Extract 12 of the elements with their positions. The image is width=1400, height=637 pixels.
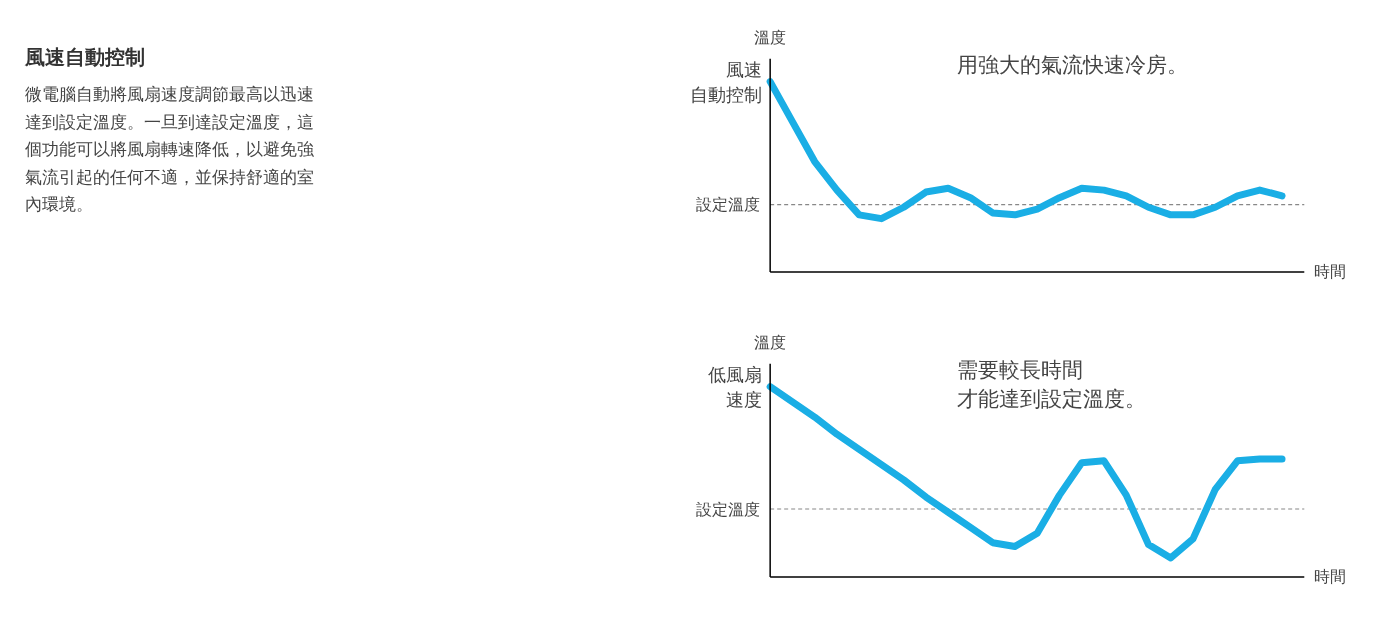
x-axis-title: 時間 (1314, 567, 1347, 587)
text: 風速自動控制 (24, 44, 146, 69)
y-axis-title: 溫度 (754, 27, 787, 47)
text: 用強大的氣流快速冷房。 (957, 53, 1189, 78)
ref-line-label: 設定溫度 (696, 195, 761, 215)
series-label: 風速自動控制 (690, 58, 763, 105)
x-axis-title: 時間 (1314, 262, 1347, 282)
annotation: 需要較長時間才能達到設定溫度。 (957, 358, 1147, 411)
text: 微電腦自動將風扇速度調節最高以迅速達到設定溫度。一旦到達設定溫度，這個功能可以將風扇轉速降低，以避免強氣流引起的任何不適，並保持舒適的室內環境。 (25, 84, 315, 215)
y-axis-title: 溫度 (754, 332, 787, 352)
series-label: 低風扇速度 (708, 363, 763, 410)
ref-line-label: 設定溫度 (696, 499, 761, 519)
